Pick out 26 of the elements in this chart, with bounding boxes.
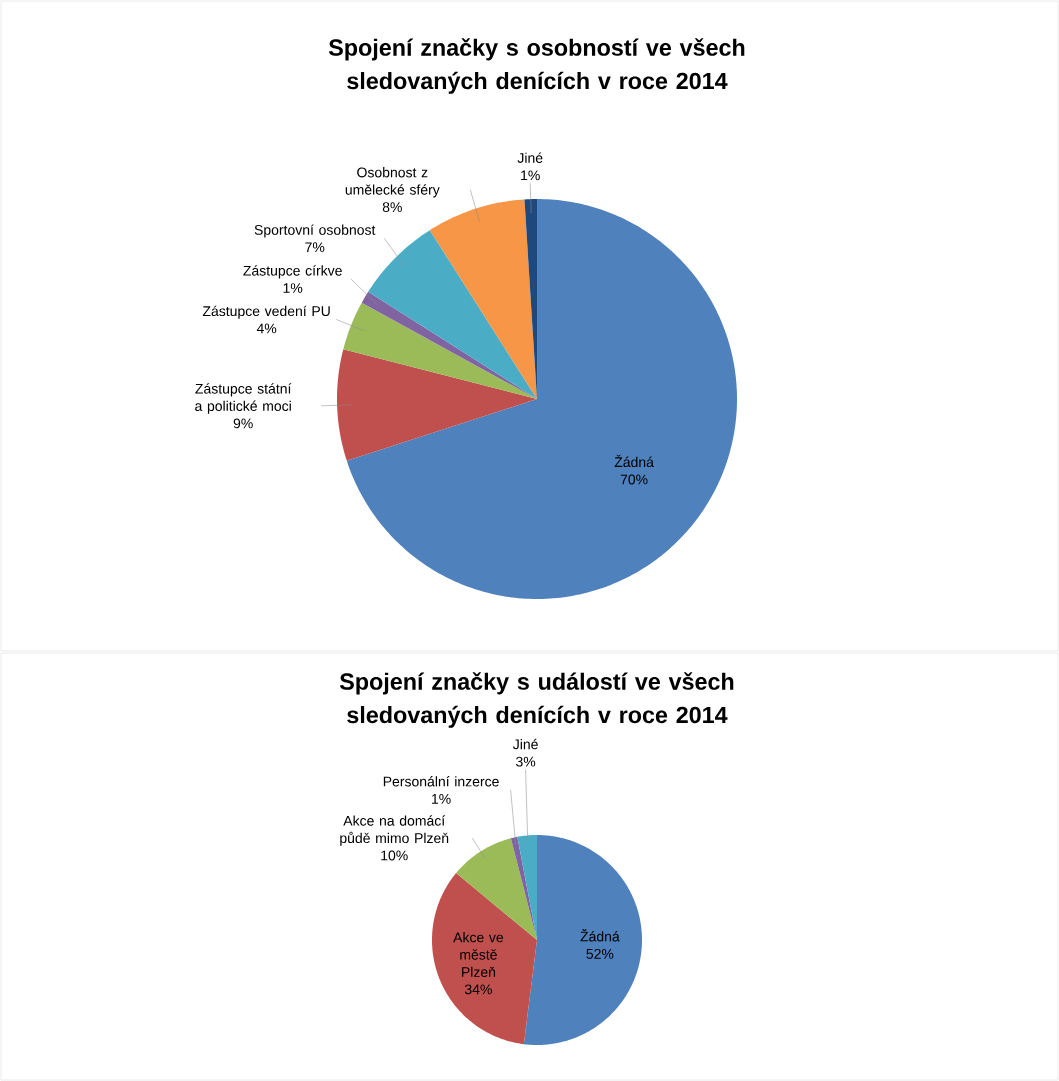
slice-label: Žádná: [614, 454, 654, 468]
slice-label: Žádná: [580, 929, 620, 942]
slice-label: Jiné: [517, 152, 543, 163]
data-label: 52%: [586, 948, 614, 959]
data-label: 8%: [382, 202, 402, 213]
data-label: 34%: [464, 984, 492, 995]
data-label: 1%: [521, 170, 540, 181]
data-label: 3%: [516, 756, 536, 767]
data-label: 7%: [305, 242, 325, 253]
data-label: 70%: [620, 474, 648, 485]
slice-label: Jiné: [512, 738, 538, 750]
data-label: 4%: [256, 323, 277, 334]
slice-label: Personální inzerce: [383, 776, 499, 787]
slice-label: Sportovní osobnost: [254, 224, 376, 238]
data-label: 1%: [432, 793, 451, 804]
slice-label: Akce ve městě Plzeň: [453, 932, 504, 978]
chart-title: Spojení značky s osobností ve všech sledovaných denících v roce 2014: [328, 38, 745, 94]
slice-label: Zástupce vedení PU: [202, 305, 330, 319]
data-label: 9%: [233, 418, 253, 429]
slice-label: Zástupce církve: [243, 265, 342, 279]
data-label: 1%: [283, 283, 303, 293]
data-label: 10%: [381, 850, 408, 861]
slice-label: Osobnost z umělecké sféry: [345, 167, 440, 198]
slice-label: Zástupce státní a politické moci: [195, 383, 292, 414]
slice-label: Akce na domácí půdě mimo Plzeň: [340, 815, 449, 846]
chart-title: Spojení značky s událostí ve všech sledovaných denících v roce 2014: [339, 672, 734, 728]
